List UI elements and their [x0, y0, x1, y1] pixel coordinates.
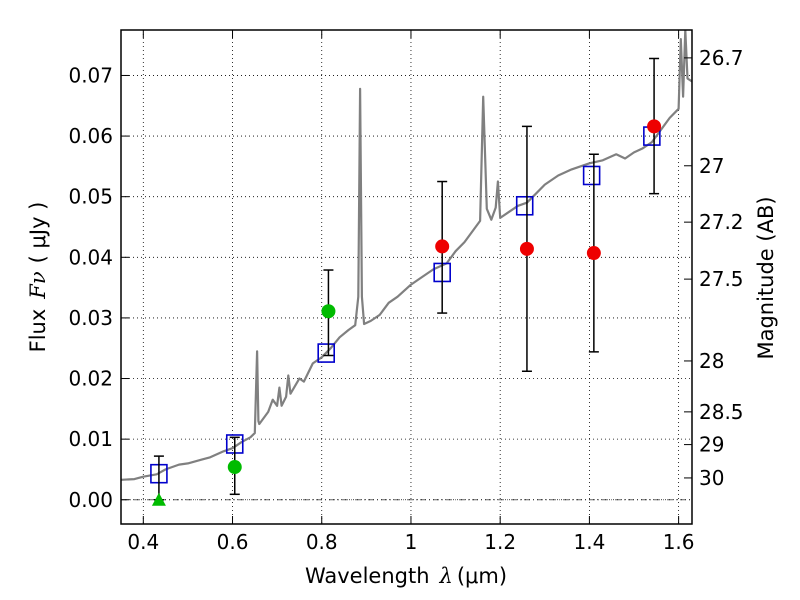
y-tick-label: 0.01 [68, 427, 113, 451]
x-tick-label: 0.6 [217, 530, 249, 554]
y2-tick-label: 29 [699, 433, 724, 457]
y-tick-label: 0.06 [68, 124, 113, 148]
y2-tick-label: 27.2 [699, 210, 744, 234]
x-tick-label: 1.4 [573, 530, 605, 554]
y-tick-label: 0.00 [68, 488, 113, 512]
observed-point [586, 246, 601, 261]
model-photometry-square [515, 195, 534, 216]
y2-tick-label: 28 [699, 349, 724, 373]
y-tick-label: 0.04 [68, 245, 113, 269]
y2-axis-label: Magnitude (AB) [754, 196, 778, 359]
y2-axis: 26.7 27 27.2 27.5 28 28.5 29 30 [684, 46, 744, 490]
x-tick-label: 1.2 [484, 530, 516, 554]
y-tick-label: 0.02 [68, 367, 113, 391]
y-tick-label: 0.05 [68, 185, 113, 209]
y2-tick-label: 26.7 [699, 46, 744, 70]
series-layer [121, 30, 692, 506]
x-axis: 0.4 0.6 0.8 1 1.2 1.4 1.6 [127, 30, 695, 554]
y-axis: 0.00 0.01 0.02 0.03 0.04 0.05 0.06 0.07 [68, 63, 129, 512]
y-tick-label: 0.03 [68, 306, 113, 330]
model-sed-line [121, 30, 692, 481]
y-tick-label: 0.07 [68, 63, 113, 87]
x-tick-label: 0.8 [306, 530, 338, 554]
x-tick-label: 1.6 [663, 530, 695, 554]
y-axis-label: FluxFν( μJy ) [26, 202, 50, 353]
observed-point [647, 119, 662, 134]
x-tick-label: 0.4 [127, 530, 159, 554]
y2-tick-label: 27.5 [699, 267, 744, 291]
model-photometry-square [317, 343, 336, 363]
y2-tick-label: 27 [699, 154, 724, 178]
x-tick-label: 1 [405, 530, 418, 554]
observed-point [519, 241, 534, 256]
observed-point [321, 304, 336, 319]
model-photometry-square [582, 165, 601, 186]
y2-tick-label: 28.5 [699, 400, 744, 424]
y2-tick-label: 30 [699, 466, 724, 490]
observed-point [435, 239, 450, 254]
x-axis-label: Wavelength λ (μm) [305, 564, 507, 588]
plot-frame [120, 29, 693, 525]
upper-limit-triangle [151, 492, 166, 506]
observed-point [227, 460, 242, 475]
